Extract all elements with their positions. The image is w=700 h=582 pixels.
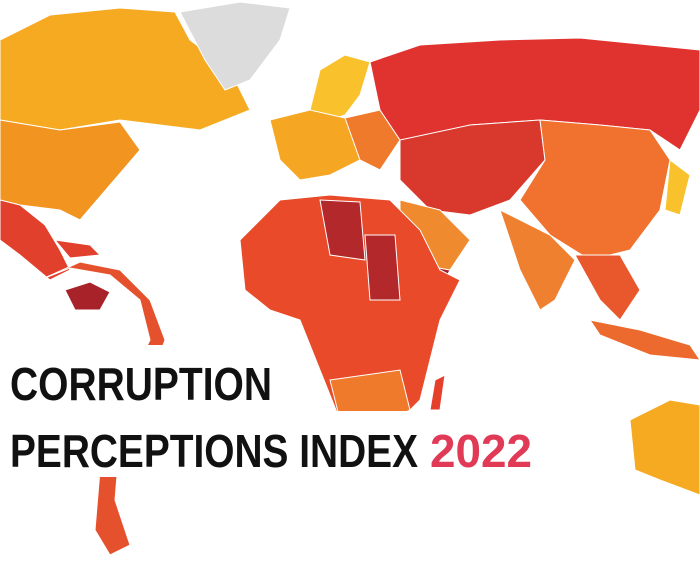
libya [319, 199, 366, 261]
usa [0, 119, 141, 221]
south-america [39, 261, 166, 556]
title-line-2: PERCEPTIONS INDEX [10, 425, 418, 477]
world-map [0, 1, 700, 556]
sudan [364, 234, 401, 301]
indonesia [588, 319, 700, 361]
japan [664, 159, 691, 216]
title-backdrop [0, 345, 290, 411]
australia [629, 399, 700, 496]
caribbean [53, 239, 102, 259]
southeast-asia [574, 254, 641, 321]
title-line-1: CORRUPTION [10, 358, 272, 410]
greenland [179, 1, 291, 91]
title-year: 2022 [430, 425, 532, 477]
venezuela [64, 281, 111, 311]
central-asia [399, 119, 546, 216]
madagascar [429, 374, 446, 411]
africa [239, 194, 461, 431]
china [519, 119, 671, 261]
eastern-europe [344, 109, 401, 171]
india [499, 209, 576, 311]
central-america [0, 199, 71, 281]
title-backdrop [0, 411, 540, 477]
scandinavia [309, 54, 371, 121]
